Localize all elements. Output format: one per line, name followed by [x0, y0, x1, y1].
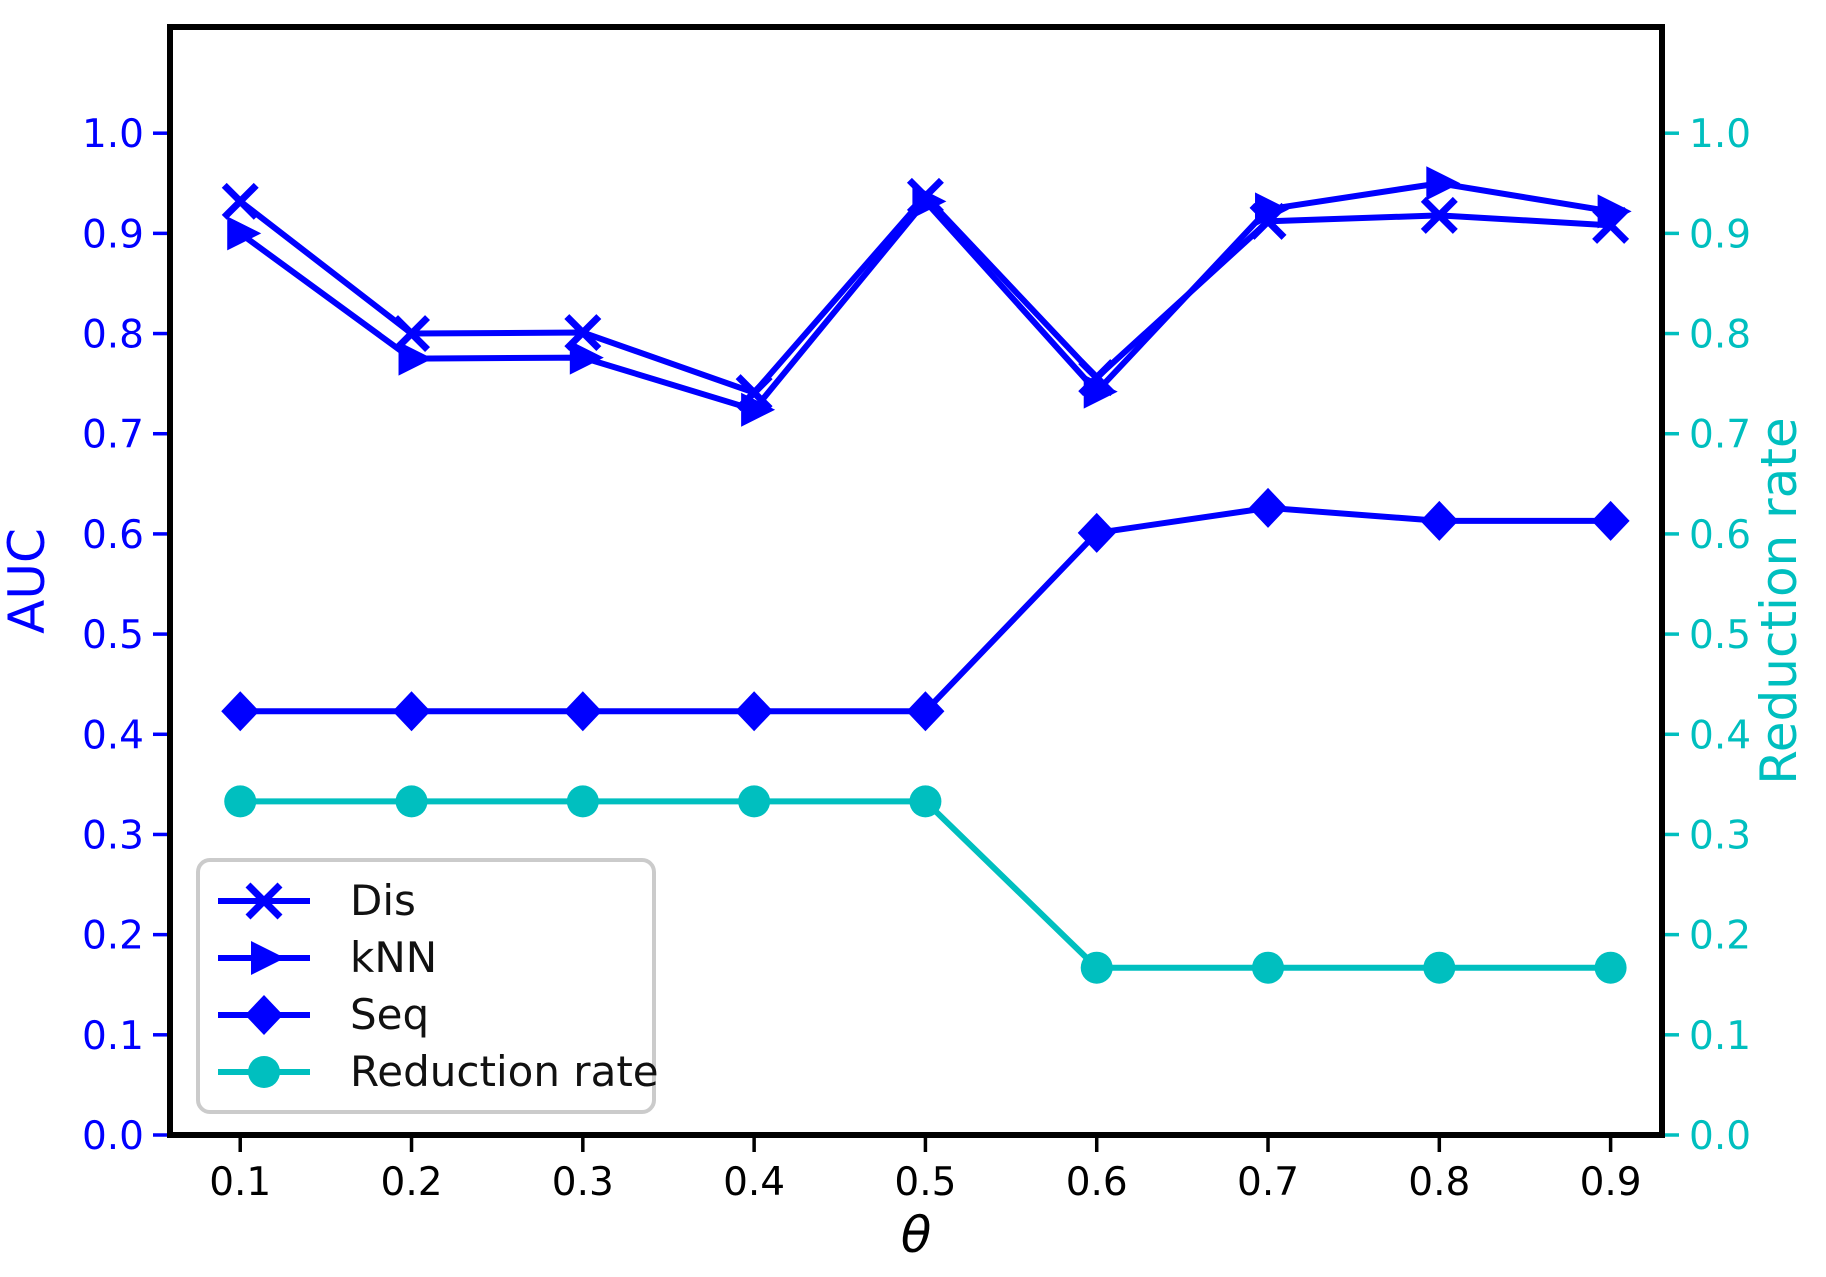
left-y-tick-label: 0.8 [82, 313, 144, 358]
right-y-tick-label: 0.6 [1689, 513, 1751, 558]
legend: Dis kNN Seq Reduction rate [196, 858, 659, 1114]
right-y-tick-label: 0.4 [1689, 713, 1751, 758]
legend-item-dis: Dis [214, 879, 642, 923]
series-seq [221, 487, 1630, 732]
right-y-tick-label: 0.5 [1689, 613, 1751, 658]
legend-label-reduction-rate: Reduction rate [350, 1046, 659, 1096]
legend-label-knn: kNN [350, 932, 438, 982]
x-tick-label: 0.2 [381, 1160, 443, 1205]
seq-line-diamond-marker-icon [218, 994, 310, 1035]
left-y-axis: 0.0 0.1 0.2 0.3 0.4 0.5 0.6 0.7 0.8 0.9 1.0 [82, 112, 167, 1159]
x-tick-label: 0.4 [723, 1160, 785, 1205]
left-y-tick-label: 0.7 [82, 413, 144, 458]
series-knn [227, 166, 1632, 427]
left-y-tick-label: 0.9 [82, 212, 144, 257]
plot-frame [167, 24, 1665, 1138]
left-y-tick-label: 0.5 [82, 613, 144, 658]
legend-item-knn: kNN [214, 936, 642, 980]
right-y-axis: 0.0 0.1 0.2 0.3 0.4 0.5 0.6 0.7 0.8 0.9 1.0 [1665, 112, 1751, 1159]
x-tick-label: 0.5 [894, 1160, 956, 1205]
left-y-tick-label: 0.4 [82, 713, 144, 758]
legend-item-seq: Seq [214, 993, 642, 1037]
x-tick-label: 0.9 [1580, 1160, 1642, 1205]
series-dis [221, 177, 1630, 412]
x-tick-label: 0.3 [552, 1160, 614, 1205]
left-y-tick-label: 0.6 [82, 513, 144, 558]
right-y-tick-label: 0.8 [1689, 313, 1751, 358]
knn-line-triangle-marker-icon [218, 940, 310, 975]
left-y-tick-label: 0.2 [82, 914, 144, 959]
legend-label-dis: Dis [350, 875, 416, 925]
right-y-tick-label: 0.3 [1689, 813, 1751, 858]
x-tick-label: 0.7 [1237, 1160, 1299, 1205]
x-tick-label: 0.8 [1408, 1160, 1470, 1205]
left-y-axis-label: AUC [0, 528, 56, 634]
series-reduction-rate [224, 785, 1627, 984]
dis-line-x-marker-icon [218, 882, 310, 919]
x-tick-label: 0.1 [209, 1160, 271, 1205]
right-y-tick-label: 0.7 [1689, 413, 1751, 458]
legend-item-reduction-rate: Reduction rate [214, 1050, 659, 1094]
left-y-tick-label: 1.0 [82, 112, 144, 157]
left-y-tick-label: 0.3 [82, 813, 144, 858]
right-y-tick-label: 1.0 [1689, 112, 1751, 157]
right-y-tick-label: 0.2 [1689, 914, 1751, 959]
left-y-tick-label: 0.0 [82, 1114, 144, 1159]
legend-label-seq: Seq [350, 989, 430, 1039]
right-y-tick-label: 0.0 [1689, 1114, 1751, 1159]
right-y-tick-label: 0.1 [1689, 1014, 1751, 1059]
left-y-tick-label: 0.1 [82, 1014, 144, 1059]
x-axis-label: θ [901, 1206, 932, 1264]
x-axis: 0.1 0.2 0.3 0.4 0.5 0.6 0.7 0.8 0.9 [209, 1138, 1642, 1205]
x-tick-label: 0.6 [1066, 1160, 1128, 1205]
right-y-axis-label: Reduction rate [1750, 417, 1808, 784]
right-y-tick-label: 0.9 [1689, 212, 1751, 257]
reduction-rate-line-circle-marker-icon [218, 1055, 310, 1088]
